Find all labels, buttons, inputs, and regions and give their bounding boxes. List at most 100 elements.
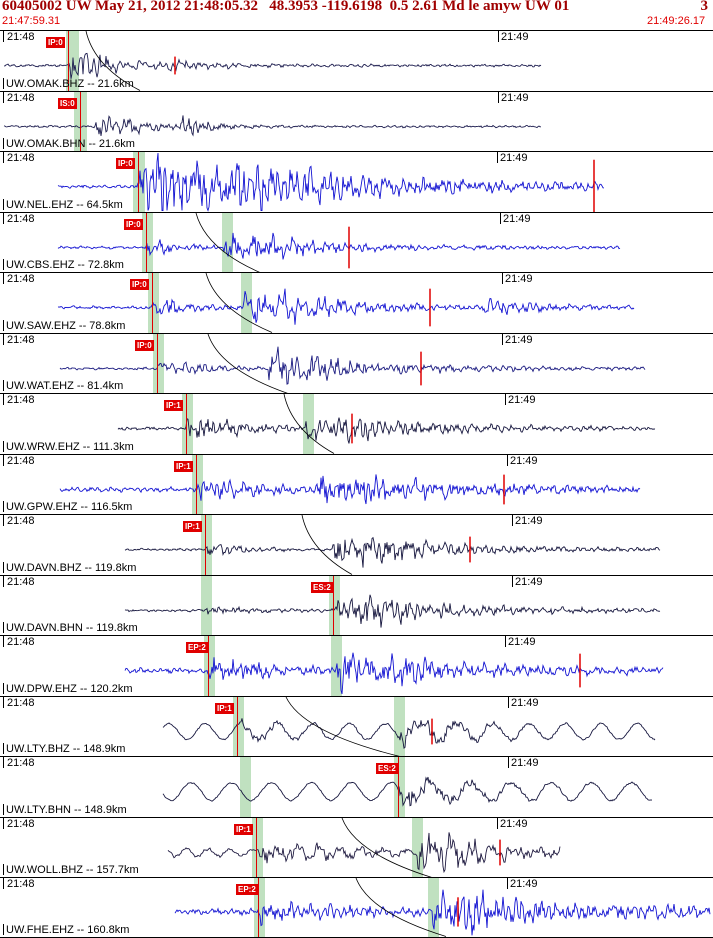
travel-time-curve	[283, 394, 335, 454]
trace-panel[interactable]: 21:48 21:49 IP:1 UW.LTY.BHZ -- 148.9km	[0, 695, 713, 756]
phase-pick-marker[interactable]	[196, 454, 197, 514]
phase-pick-marker[interactable]	[157, 333, 158, 393]
trace-list: 21:48 21:49 IP:0 UW.OMAK.BHZ -- 21.6km 2…	[0, 30, 713, 938]
phase-pick-label[interactable]: EP:2	[236, 884, 258, 895]
phase-pick-label[interactable]: IP:1	[164, 400, 183, 411]
travel-time-curve	[205, 273, 273, 333]
phase-pick-label[interactable]: IP:0	[130, 279, 149, 290]
minute-tick-left	[3, 31, 4, 42]
trace-panel[interactable]: 21:48 21:49 IP:1 UW.WRW.EHZ -- 111.3km	[0, 393, 713, 454]
pick-uncertainty-band	[302, 394, 314, 454]
station-label: UW.OMAK.BHN -- 21.6km	[6, 138, 135, 150]
pick-uncertainty-band	[393, 696, 405, 756]
station-label-tick	[3, 380, 4, 391]
station-label: UW.WAT.EHZ -- 81.4km	[6, 380, 124, 392]
minute-label-right: 21:49	[515, 575, 543, 588]
trace-panel[interactable]: 21:48 21:49 IP:1 UW.GPW.EHZ -- 116.5km	[0, 453, 713, 514]
phase-pick-marker[interactable]	[152, 273, 153, 333]
seismogram-waveform	[162, 696, 656, 756]
phase-pick-marker[interactable]	[146, 212, 147, 272]
minute-label-left: 21:48	[7, 212, 35, 225]
minute-tick-left	[3, 696, 4, 708]
minute-tick-right	[502, 333, 503, 345]
event-header-title: 60405002 UW May 21, 2012 21:48:05.32 48.…	[2, 0, 570, 14]
trace-panel[interactable]: 21:48 21:49 IP:0 UW.WAT.EHZ -- 81.4km	[0, 332, 713, 393]
trace-path	[174, 889, 711, 936]
phase-pick-label[interactable]: ES:2	[376, 763, 398, 774]
trace-panel[interactable]: 21:48 21:49 IP:1 UW.WOLL.BHZ -- 157.7km	[0, 816, 713, 877]
minute-label-right: 21:49	[510, 454, 538, 467]
trace-panel[interactable]: 21:48 21:49 IP:1 UW.DAVN.BHZ -- 119.8km	[0, 514, 713, 575]
pick-uncertainty-band	[232, 696, 244, 756]
phase-pick-label[interactable]: IP:0	[124, 218, 143, 230]
minute-tick-right	[512, 575, 513, 587]
minute-label-right: 21:49	[501, 31, 529, 43]
trace-panel[interactable]: 21:48 21:49 EP:2 UW.FHE.EHZ -- 160.8km	[0, 877, 713, 938]
phase-pick-label[interactable]: IP:0	[46, 37, 65, 48]
minute-tick-left	[3, 333, 4, 345]
phase-pick-label[interactable]: IP:1	[234, 823, 253, 835]
trace-panel[interactable]: 21:48 21:49 ES:2 UW.DAVN.BHN -- 119.8km	[0, 574, 713, 635]
seismogram-waveform	[124, 515, 661, 575]
minute-label-left: 21:48	[7, 817, 35, 830]
seismogram-waveform	[162, 776, 653, 807]
trace-panel[interactable]: 21:48 21:49 IP:0 UW.NEL.EHZ -- 64.5km	[0, 151, 713, 212]
phase-pick-label[interactable]: IP:1	[183, 521, 202, 532]
phase-pick-marker[interactable]	[80, 91, 81, 151]
pick-uncertainty-band	[411, 817, 423, 877]
pick-uncertainty-band	[328, 575, 340, 635]
phase-pick-label[interactable]: IP:1	[215, 702, 234, 714]
minute-tick-right	[498, 91, 499, 103]
minute-label-left: 21:48	[7, 333, 35, 346]
seismogram-waveform	[3, 114, 541, 137]
phase-pick-marker[interactable]	[237, 696, 238, 756]
phase-pick-marker[interactable]	[205, 515, 206, 575]
minute-tick-right	[512, 515, 513, 526]
seismogram-waveform	[4, 31, 542, 91]
phase-pick-label[interactable]: IP:0	[116, 158, 135, 169]
trace-panel[interactable]: 21:48 21:49 EP:2 UW.DPW.EHZ -- 120.2km	[0, 635, 713, 696]
trace-path	[124, 594, 661, 628]
seismogram-waveform	[59, 473, 641, 504]
phase-pick-marker[interactable]	[258, 878, 259, 937]
phase-pick-marker[interactable]	[138, 152, 139, 212]
station-label: UW.SAW.EHZ -- 78.8km	[6, 319, 126, 332]
phase-pick-label[interactable]: IP:0	[135, 339, 154, 351]
minute-tick-right	[498, 31, 499, 42]
trace-panel[interactable]: 21:48 21:49 IP:0 UW.SAW.EHZ -- 78.8km	[0, 272, 713, 333]
trace-panel[interactable]: 21:48 21:49 IP:0 UW.CBS.EHZ -- 72.8km	[0, 211, 713, 272]
minute-label-left: 21:48	[7, 878, 35, 890]
station-label-tick	[3, 501, 4, 512]
phase-pick-label[interactable]: IS:0	[58, 97, 77, 109]
station-label: UW.WOLL.BHZ -- 157.7km	[6, 864, 139, 876]
phase-pick-marker[interactable]	[186, 394, 187, 454]
trace-path	[162, 717, 656, 749]
minute-label-right: 21:49	[505, 273, 533, 285]
station-label: UW.DAVN.BHZ -- 119.8km	[6, 561, 137, 574]
seismogram-waveform	[174, 878, 711, 937]
station-label-tick	[3, 561, 4, 573]
trace-panel[interactable]: 21:48 21:49 IS:0 UW.OMAK.BHN -- 21.6km	[0, 90, 713, 151]
pick-uncertainty-band	[253, 878, 265, 937]
phase-pick-marker[interactable]	[333, 575, 334, 635]
minute-label-left: 21:48	[7, 636, 35, 648]
seismogram-waveform	[124, 652, 664, 695]
trace-panel[interactable]: 21:48 21:49 ES:2 UW.LTY.BHN -- 148.9km	[0, 756, 713, 817]
minute-label-right: 21:49	[508, 636, 536, 648]
phase-pick-marker[interactable]	[398, 757, 399, 817]
phase-pick-label[interactable]: IP:1	[174, 460, 193, 472]
phase-pick-marker[interactable]	[208, 636, 209, 696]
minute-tick-right	[508, 696, 509, 708]
station-label-tick	[3, 319, 4, 331]
minute-tick-left	[3, 273, 4, 284]
phase-pick-label[interactable]: EP:2	[186, 642, 208, 653]
minute-label-right: 21:49	[511, 757, 539, 769]
trace-panel[interactable]: 21:48 21:49 IP:0 UW.OMAK.BHZ -- 21.6km	[0, 30, 713, 91]
minute-tick-left	[3, 878, 4, 889]
minute-label-left: 21:48	[7, 515, 35, 527]
trace-path	[59, 346, 646, 385]
phase-pick-marker[interactable]	[68, 31, 69, 91]
phase-pick-label[interactable]: ES:2	[311, 581, 333, 593]
pick-uncertainty-band	[203, 636, 215, 696]
phase-pick-marker[interactable]	[256, 817, 257, 877]
